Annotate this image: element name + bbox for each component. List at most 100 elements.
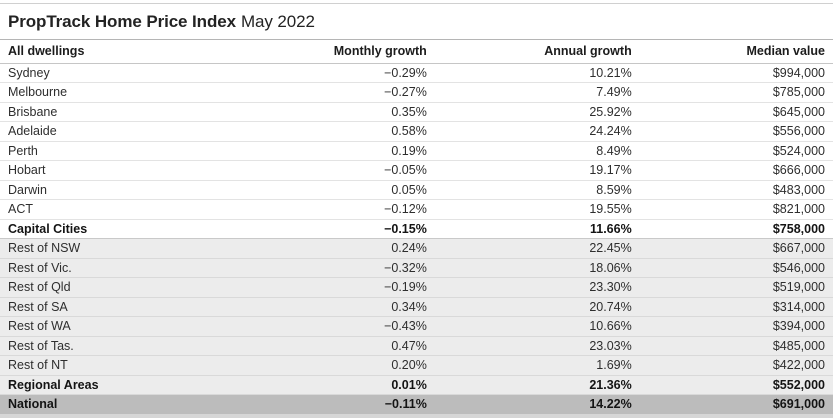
cell-region-label: Rest of Qld — [0, 277, 300, 298]
cell-median-value: $485,000 — [639, 336, 833, 356]
cell-annual-growth: 14.22% — [434, 394, 640, 414]
cell-annual-growth: 11.66% — [434, 219, 640, 239]
cell-region-label: Rest of Vic. — [0, 258, 300, 278]
table-row: ACT −0.12% 19.55% $821,000 — [0, 199, 833, 220]
column-header-median-value: Median value — [639, 40, 833, 64]
table-bottom-rule — [0, 413, 833, 418]
cell-monthly-growth: −0.19% — [299, 277, 435, 298]
cell-median-value: $667,000 — [639, 238, 833, 259]
cell-monthly-growth: 0.47% — [299, 336, 435, 356]
cell-median-value: $314,000 — [639, 297, 833, 317]
cell-median-value: $422,000 — [639, 355, 833, 376]
cell-annual-growth: 19.17% — [434, 160, 640, 181]
table-row: Rest of NSW 0.24% 22.45% $667,000 — [0, 238, 833, 259]
cell-region-label: Capital Cities — [0, 219, 300, 239]
cell-region-label: Sydney — [0, 63, 300, 83]
table-row: Rest of Qld −0.19% 23.30% $519,000 — [0, 277, 833, 298]
cell-monthly-growth: −0.29% — [299, 63, 435, 83]
cell-median-value: $524,000 — [639, 141, 833, 161]
column-header-annual-growth: Annual growth — [434, 40, 640, 64]
cell-monthly-growth: −0.27% — [299, 82, 435, 103]
cell-monthly-growth: −0.12% — [299, 199, 435, 220]
cell-median-value: $994,000 — [639, 63, 833, 83]
page-title: PropTrack Home Price Index — [8, 12, 236, 31]
cell-region-label: Darwin — [0, 180, 300, 200]
table-row: Perth 0.19% 8.49% $524,000 — [0, 141, 833, 161]
cell-monthly-growth: 0.58% — [299, 121, 435, 142]
cell-median-value: $556,000 — [639, 121, 833, 142]
title-period: May 2022 — [240, 12, 315, 31]
table-row: Darwin 0.05% 8.59% $483,000 — [0, 180, 833, 200]
cell-median-value: $758,000 — [639, 219, 833, 239]
cell-monthly-growth: −0.15% — [299, 219, 435, 239]
cell-region-label: Rest of Tas. — [0, 336, 300, 356]
cell-annual-growth: 19.55% — [434, 199, 640, 220]
cell-annual-growth: 23.30% — [434, 277, 640, 298]
table-row: Regional Areas 0.01% 21.36% $552,000 — [0, 375, 833, 395]
cell-annual-growth: 21.36% — [434, 375, 640, 395]
table-body: Sydney −0.29% 10.21% $994,000 Melbourne −0.27… — [0, 63, 833, 414]
cell-region-label: Perth — [0, 141, 300, 161]
cell-median-value: $691,000 — [639, 394, 833, 414]
cell-median-value: $483,000 — [639, 180, 833, 200]
cell-region-label: Regional Areas — [0, 375, 300, 395]
cell-monthly-growth: 0.24% — [299, 238, 435, 259]
cell-monthly-growth: −0.11% — [299, 394, 435, 414]
table-row: Rest of Vic. −0.32% 18.06% $546,000 — [0, 258, 833, 278]
cell-median-value: $785,000 — [639, 82, 833, 103]
cell-annual-growth: 10.66% — [434, 316, 640, 337]
cell-annual-growth: 22.45% — [434, 238, 640, 259]
cell-median-value: $546,000 — [639, 258, 833, 278]
cell-median-value: $645,000 — [639, 102, 833, 122]
column-header-monthly-growth: Monthly growth — [299, 40, 435, 64]
cell-monthly-growth: 0.05% — [299, 180, 435, 200]
cell-region-label: ACT — [0, 199, 300, 220]
cell-monthly-growth: −0.32% — [299, 258, 435, 278]
cell-monthly-growth: 0.34% — [299, 297, 435, 317]
cell-annual-growth: 7.49% — [434, 82, 640, 103]
cell-annual-growth: 10.21% — [434, 63, 640, 83]
table-row: National −0.11% 14.22% $691,000 — [0, 394, 833, 414]
cell-median-value: $666,000 — [639, 160, 833, 181]
cell-annual-growth: 8.59% — [434, 180, 640, 200]
cell-median-value: $821,000 — [639, 199, 833, 220]
cell-median-value: $552,000 — [639, 375, 833, 395]
cell-annual-growth: 25.92% — [434, 102, 640, 122]
table-row: Rest of Tas. 0.47% 23.03% $485,000 — [0, 336, 833, 356]
table-row: Capital Cities −0.15% 11.66% $758,000 — [0, 219, 833, 239]
report-panel: PropTrack Home Price Index May 2022 All d… — [0, 3, 833, 418]
cell-annual-growth: 1.69% — [434, 355, 640, 376]
title-bar: PropTrack Home Price Index May 2022 — [0, 4, 833, 40]
table-row: Rest of SA 0.34% 20.74% $314,000 — [0, 297, 833, 317]
table-row: Adelaide 0.58% 24.24% $556,000 — [0, 121, 833, 142]
cell-region-label: Melbourne — [0, 82, 300, 103]
cell-region-label: Adelaide — [0, 121, 300, 142]
cell-median-value: $394,000 — [639, 316, 833, 337]
column-header-all-dwellings: All dwellings — [0, 40, 300, 64]
cell-monthly-growth: −0.05% — [299, 160, 435, 181]
table-row: Rest of WA −0.43% 10.66% $394,000 — [0, 316, 833, 337]
cell-median-value: $519,000 — [639, 277, 833, 298]
cell-region-label: Rest of NSW — [0, 238, 300, 259]
cell-annual-growth: 20.74% — [434, 297, 640, 317]
cell-monthly-growth: −0.43% — [299, 316, 435, 337]
cell-region-label: National — [0, 394, 300, 414]
table-row: Rest of NT 0.20% 1.69% $422,000 — [0, 355, 833, 376]
cell-annual-growth: 23.03% — [434, 336, 640, 356]
cell-monthly-growth: 0.20% — [299, 355, 435, 376]
cell-region-label: Hobart — [0, 160, 300, 181]
cell-monthly-growth: 0.01% — [299, 375, 435, 395]
cell-region-label: Brisbane — [0, 102, 300, 122]
cell-annual-growth: 8.49% — [434, 141, 640, 161]
cell-region-label: Rest of WA — [0, 316, 300, 337]
cell-monthly-growth: 0.35% — [299, 102, 435, 122]
table-row: Brisbane 0.35% 25.92% $645,000 — [0, 102, 833, 122]
cell-region-label: Rest of SA — [0, 297, 300, 317]
price-index-table: All dwellings Monthly growth Annual grow… — [0, 40, 833, 414]
table-header-row: All dwellings Monthly growth Annual grow… — [0, 40, 833, 64]
table-row: Sydney −0.29% 10.21% $994,000 — [0, 63, 833, 83]
cell-annual-growth: 18.06% — [434, 258, 640, 278]
table-row: Hobart −0.05% 19.17% $666,000 — [0, 160, 833, 181]
cell-monthly-growth: 0.19% — [299, 141, 435, 161]
